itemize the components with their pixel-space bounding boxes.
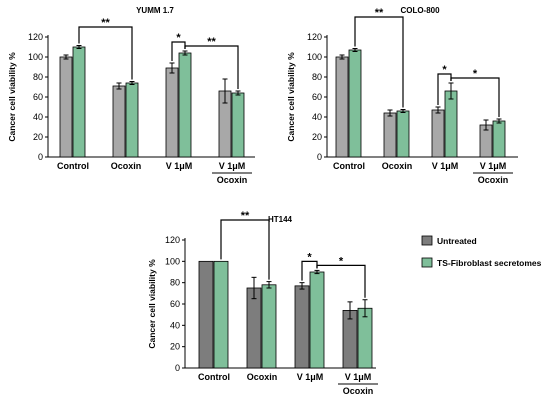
significance-label: * — [473, 68, 478, 80]
bar-untreated — [335, 56, 349, 158]
bar-untreated — [198, 260, 214, 369]
bar-untreated — [294, 285, 310, 369]
chart-panel-2: COLO-800 Cancer cell viability % 0 20 40 60 80… — [286, 6, 518, 185]
x-tick-label: Control — [333, 161, 365, 171]
legend-label: Untreated — [437, 236, 477, 246]
significance-label: * — [442, 64, 447, 76]
y-tick-label: 80 — [312, 72, 322, 82]
bar-untreated — [383, 112, 397, 158]
y-tick-label: 100 — [307, 52, 322, 62]
chart-panel-3: HT144 Cancer cell viability % 0 20 40 60 80 100… — [147, 210, 378, 396]
y-axis-title: Cancer cell viability % — [286, 52, 296, 142]
x-tick-label: Ocoxin — [382, 161, 413, 171]
bar-untreated — [59, 56, 73, 158]
significance-bracket — [354, 16, 404, 108]
chart-title: COLO-800 — [400, 6, 440, 15]
x-tick-label: Ocoxin — [111, 161, 142, 171]
significance-label: ** — [207, 36, 216, 48]
y-tick-label: 120 — [165, 235, 180, 245]
y-tick-label: 80 — [170, 278, 180, 288]
y-tick-label: 60 — [312, 92, 322, 102]
x-tick-label: V 1μM — [432, 161, 459, 171]
bar-ts-fibroblast — [444, 90, 458, 158]
bar-untreated — [165, 67, 179, 158]
x-tick-label: Ocoxin — [247, 372, 278, 382]
x-tick-label: V 1μM — [297, 372, 324, 382]
significance-label: ** — [101, 17, 110, 29]
legend: Untreated TS-Fibroblast secretomes — [421, 235, 542, 268]
bar-ts-fibroblast — [213, 260, 229, 369]
x-tick-sublabel: Ocoxin — [217, 175, 248, 185]
significance-label: ** — [375, 7, 384, 19]
y-tick-label: 20 — [312, 132, 322, 142]
x-tick-label: V 1μM — [219, 161, 246, 171]
significance-bracket — [78, 26, 133, 80]
y-tick-label: 20 — [33, 132, 43, 142]
y-tick-label: 60 — [33, 92, 43, 102]
significance-bracket — [316, 264, 366, 298]
bar-ts-fibroblast — [261, 284, 277, 369]
bar-untreated — [246, 287, 262, 369]
y-tick-label: 60 — [170, 299, 180, 309]
significance-label: ** — [241, 210, 250, 222]
x-tick-sublabel: Ocoxin — [343, 386, 374, 396]
bar-ts-fibroblast — [492, 120, 506, 158]
x-tick-label: V 1μM — [166, 161, 193, 171]
x-tick-label: Control — [57, 161, 89, 171]
y-tick-label: 40 — [33, 112, 43, 122]
y-tick-label: 20 — [170, 342, 180, 352]
significance-label: * — [339, 255, 344, 267]
significance-bracket — [450, 77, 500, 117]
bar-ts-fibroblast — [125, 82, 139, 158]
bar-ts-fibroblast — [348, 49, 362, 158]
significance-bracket — [184, 45, 239, 89]
legend-label: TS-Fibroblast secretomes — [437, 258, 542, 268]
bar-ts-fibroblast — [309, 271, 325, 369]
bar-ts-fibroblast — [396, 110, 410, 158]
y-tick-label: 100 — [28, 52, 43, 62]
y-tick-label: 0 — [317, 152, 322, 162]
chart-title: YUMM 1.7 — [136, 6, 174, 15]
legend-swatch — [421, 235, 433, 246]
x-tick-label: V 1μM — [345, 372, 372, 382]
significance-bracket — [220, 219, 270, 280]
bar-ts-fibroblast — [72, 46, 86, 158]
x-tick-label: Control — [198, 372, 230, 382]
y-tick-label: 120 — [307, 32, 322, 42]
y-tick-label: 40 — [170, 320, 180, 330]
y-axis-title: Cancer cell viability % — [147, 259, 157, 349]
chart-title: HT144 — [268, 215, 293, 224]
significance-label: * — [176, 32, 181, 44]
significance-label: * — [307, 251, 312, 263]
y-tick-label: 80 — [33, 72, 43, 82]
y-tick-label: 0 — [175, 363, 180, 373]
x-tick-label: V 1μM — [480, 161, 507, 171]
x-tick-sublabel: Ocoxin — [478, 175, 509, 185]
bar-untreated — [112, 85, 126, 158]
bar-ts-fibroblast — [178, 52, 192, 158]
bar-ts-fibroblast — [231, 92, 245, 158]
y-tick-label: 120 — [28, 32, 43, 42]
chart-panel-1: YUMM 1.7 Cancer cell viability % 0 20 40 60 80… — [7, 6, 255, 185]
y-axis-title: Cancer cell viability % — [7, 52, 17, 142]
bar-untreated — [431, 109, 445, 158]
y-tick-label: 100 — [165, 256, 180, 266]
y-tick-label: 0 — [38, 152, 43, 162]
y-tick-label: 40 — [312, 112, 322, 122]
legend-swatch — [421, 257, 433, 268]
